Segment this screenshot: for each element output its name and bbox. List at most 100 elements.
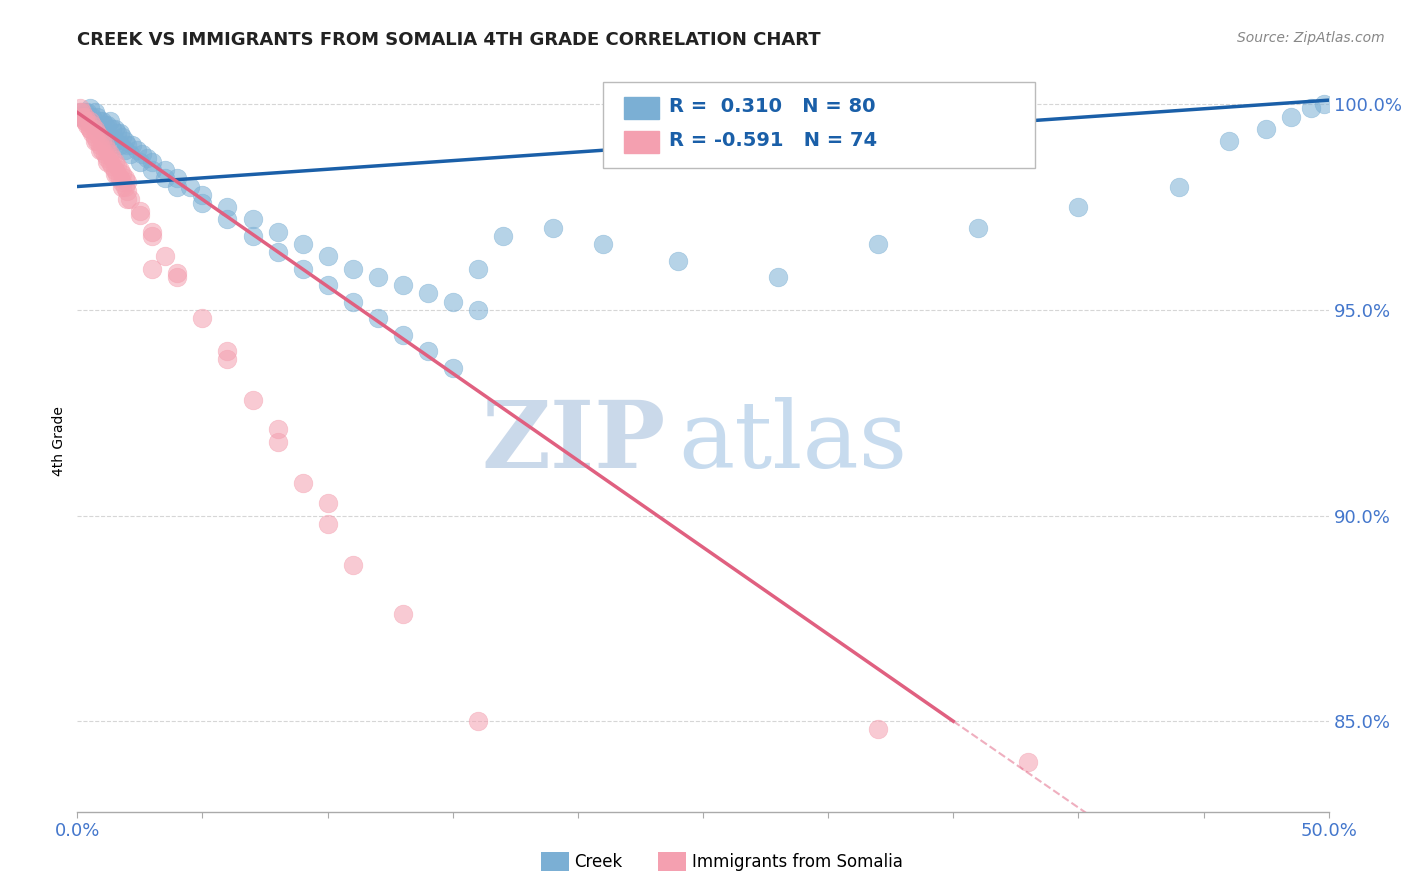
Text: atlas: atlas bbox=[678, 397, 907, 486]
Point bbox=[391, 278, 413, 293]
Point bbox=[69, 101, 91, 115]
Bar bbox=[624, 97, 659, 120]
Point bbox=[83, 130, 105, 145]
Point bbox=[69, 105, 91, 120]
Point bbox=[98, 154, 121, 169]
Point bbox=[467, 302, 489, 317]
Point bbox=[141, 154, 163, 169]
Y-axis label: 4th Grade: 4th Grade bbox=[52, 407, 66, 476]
Point bbox=[967, 220, 990, 235]
Point bbox=[1279, 110, 1302, 124]
Point bbox=[114, 171, 136, 186]
Point bbox=[73, 113, 96, 128]
Point bbox=[567, 858, 589, 872]
Point bbox=[1301, 101, 1323, 115]
Point bbox=[73, 113, 96, 128]
Point bbox=[136, 151, 159, 165]
Point bbox=[91, 113, 114, 128]
Point bbox=[91, 134, 114, 148]
Point bbox=[1218, 134, 1240, 148]
Point bbox=[467, 261, 489, 276]
Point bbox=[153, 171, 176, 186]
Text: ZIP: ZIP bbox=[481, 397, 665, 486]
Text: Creek: Creek bbox=[574, 853, 621, 871]
Point bbox=[105, 159, 128, 173]
Point bbox=[391, 327, 413, 342]
Point bbox=[94, 138, 117, 153]
Point bbox=[96, 151, 118, 165]
Point bbox=[868, 723, 890, 737]
Point bbox=[98, 146, 121, 161]
Point bbox=[83, 134, 105, 148]
Point bbox=[266, 434, 288, 449]
Point bbox=[108, 126, 131, 140]
Point bbox=[104, 167, 127, 181]
Point bbox=[86, 134, 108, 148]
Point bbox=[114, 134, 136, 148]
Point bbox=[217, 344, 239, 359]
Bar bbox=[624, 130, 659, 153]
Point bbox=[166, 266, 188, 280]
Point bbox=[316, 496, 339, 510]
Point bbox=[266, 245, 288, 260]
Point bbox=[105, 126, 128, 140]
Point bbox=[118, 192, 141, 206]
Point bbox=[266, 422, 288, 436]
Text: R = -0.591   N = 74: R = -0.591 N = 74 bbox=[669, 131, 877, 150]
Point bbox=[73, 110, 96, 124]
Point bbox=[141, 261, 163, 276]
Point bbox=[166, 270, 188, 285]
Point bbox=[89, 138, 111, 153]
Point bbox=[86, 126, 108, 140]
Point bbox=[441, 294, 464, 309]
Point bbox=[72, 110, 94, 124]
Point bbox=[291, 475, 314, 490]
Point bbox=[105, 167, 128, 181]
FancyBboxPatch shape bbox=[603, 82, 1035, 168]
Point bbox=[166, 179, 188, 194]
Point bbox=[217, 200, 239, 214]
Point bbox=[111, 167, 134, 181]
Point bbox=[141, 163, 163, 178]
Point bbox=[416, 286, 439, 301]
Point bbox=[111, 179, 134, 194]
Point bbox=[342, 558, 364, 572]
Point bbox=[1312, 97, 1334, 112]
Point bbox=[291, 237, 314, 252]
Point bbox=[117, 184, 139, 198]
Point bbox=[217, 352, 239, 367]
Point bbox=[129, 204, 152, 219]
Point bbox=[191, 196, 214, 211]
Point bbox=[76, 118, 98, 132]
Point bbox=[101, 159, 124, 173]
Point bbox=[342, 294, 364, 309]
Point bbox=[82, 110, 104, 124]
Text: R =  0.310   N = 80: R = 0.310 N = 80 bbox=[669, 97, 876, 116]
Point bbox=[108, 138, 131, 153]
Point bbox=[114, 143, 136, 157]
Point bbox=[1067, 200, 1090, 214]
Point bbox=[72, 105, 94, 120]
Point bbox=[101, 151, 124, 165]
Point bbox=[121, 138, 143, 153]
Point bbox=[153, 250, 176, 264]
Point bbox=[316, 278, 339, 293]
Point bbox=[73, 110, 96, 124]
Point bbox=[242, 212, 264, 227]
Point bbox=[242, 393, 264, 408]
Point bbox=[467, 714, 489, 729]
Point bbox=[82, 118, 104, 132]
Point bbox=[266, 225, 288, 239]
Point bbox=[153, 163, 176, 178]
Point bbox=[766, 270, 789, 285]
Point bbox=[117, 176, 139, 190]
Point bbox=[83, 118, 105, 132]
Point bbox=[242, 228, 264, 243]
Point bbox=[83, 122, 105, 136]
Point bbox=[82, 126, 104, 140]
Point bbox=[367, 270, 389, 285]
Point bbox=[108, 163, 131, 178]
Point bbox=[89, 113, 111, 128]
Point bbox=[1017, 756, 1039, 770]
Point bbox=[118, 146, 141, 161]
